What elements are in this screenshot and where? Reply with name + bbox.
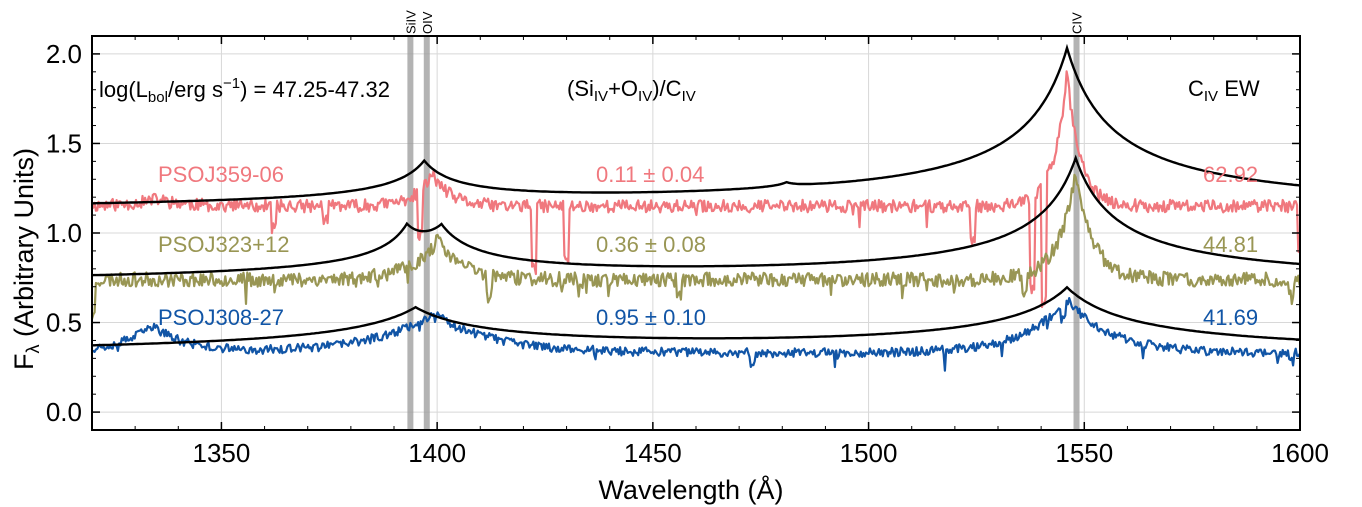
series-ratio-label: 0.95 ± 0.10 bbox=[596, 305, 706, 330]
series-psoj359-06-spectrum bbox=[91, 70, 1301, 309]
lbol-text: log(L bbox=[99, 77, 148, 102]
model-layer bbox=[91, 43, 1301, 347]
ticks bbox=[92, 36, 1301, 431]
ratio-si-sub: IV bbox=[594, 88, 608, 105]
ratio-o-sub: IV bbox=[638, 88, 652, 105]
ratio-open: (Si bbox=[567, 76, 594, 101]
series-ew-label: 44.81 bbox=[1203, 232, 1258, 257]
ew-sub: IV bbox=[1204, 88, 1218, 105]
ratio-c-sub: IV bbox=[682, 88, 696, 105]
ratio-plus: +O bbox=[608, 76, 638, 101]
x-tick-label: 1350 bbox=[193, 438, 251, 468]
emission-line-label: CIV bbox=[1070, 12, 1085, 34]
grid-lines bbox=[92, 36, 1301, 430]
ew-main: C bbox=[1188, 76, 1204, 101]
series-name-label: PSOJ308-27 bbox=[158, 305, 284, 330]
lbol-end: ) = 47.25-47.32 bbox=[240, 77, 390, 102]
ratio-header: (SiIV+OIV)/CIV bbox=[567, 76, 696, 105]
emission-line-markers: SiIV OIV CIV bbox=[403, 10, 1085, 430]
ew-header: CIV EW bbox=[1188, 76, 1260, 105]
lbol-sub: bol bbox=[148, 89, 168, 106]
x-axis-label: Wavelength (Å) bbox=[598, 474, 783, 505]
y-axis-label-sub: λ bbox=[23, 345, 43, 354]
y-axis-label: Fλ (Arbitrary Units) bbox=[9, 148, 43, 370]
y-axis-label-main: F bbox=[9, 354, 39, 371]
series-ratio-label: 0.11 ± 0.04 bbox=[596, 162, 704, 187]
series-psoj323+12-model bbox=[91, 154, 1301, 277]
y-tick-label: 1.0 bbox=[46, 218, 82, 248]
series-psoj308-27-model bbox=[92, 285, 1301, 347]
series-name-label: PSOJ359-06 bbox=[158, 162, 284, 187]
series-layer bbox=[90, 70, 1301, 372]
emission-line-label: OIV bbox=[420, 11, 435, 34]
series-ew-label: 41.69 bbox=[1203, 305, 1258, 330]
y-axis-label-rest: (Arbitrary Units) bbox=[9, 148, 39, 345]
lbol-annotation: log(Lbol/erg s−1) = 47.25-47.32 bbox=[99, 75, 390, 106]
x-tick-label: 1450 bbox=[624, 438, 682, 468]
series-name-label: PSOJ323+12 bbox=[158, 232, 289, 257]
series-psoj308-27-spectrum bbox=[91, 297, 1301, 372]
series-psoj359-06-model bbox=[92, 43, 1301, 205]
lbol-sup: −1 bbox=[223, 75, 240, 92]
x-tick-label: 1500 bbox=[840, 438, 898, 468]
tick-labels: 1350 1400 1450 1500 1550 1600 0.0 0.5 1.0 1.5 2.0 bbox=[46, 39, 1329, 468]
y-tick-label: 0.0 bbox=[46, 397, 82, 427]
lbol-mid: /erg s bbox=[168, 77, 223, 102]
x-tick-label: 1600 bbox=[1271, 438, 1329, 468]
series-annotations: PSOJ359-06 0.11 ± 0.04 62.92 PSOJ323+12 0.36… bbox=[158, 162, 1258, 330]
x-tick-label: 1400 bbox=[408, 438, 466, 468]
ew-end: EW bbox=[1218, 76, 1260, 101]
ratio-mid: )/C bbox=[652, 76, 681, 101]
series-ratio-label: 0.36 ± 0.08 bbox=[596, 232, 706, 257]
y-tick-label: 0.5 bbox=[46, 308, 82, 338]
x-tick-label: 1550 bbox=[1055, 438, 1113, 468]
series-ew-label: 62.92 bbox=[1203, 162, 1258, 187]
y-tick-label: 2.0 bbox=[46, 39, 82, 69]
series-psoj323+12-spectrum bbox=[90, 173, 1301, 320]
emission-line-label: SiIV bbox=[403, 10, 418, 34]
y-tick-label: 1.5 bbox=[46, 128, 82, 158]
